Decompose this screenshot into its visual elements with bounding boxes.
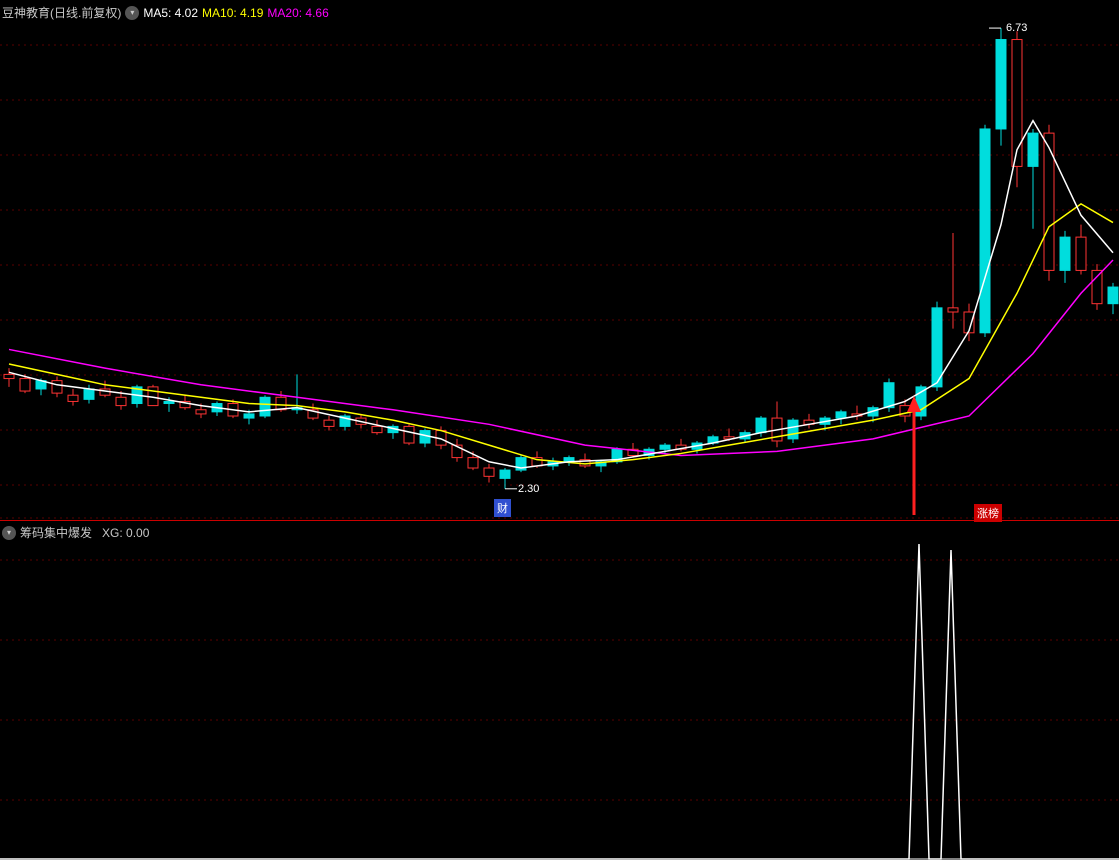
zhangbang-tag[interactable]: 涨榜 xyxy=(974,504,1002,522)
stock-name-label: 豆神教育(日线.前复权) xyxy=(2,4,121,21)
sub-indicator-name: 筹码集中爆发 xyxy=(20,524,92,541)
ma5-label: MA5: 4.02 xyxy=(143,6,198,20)
main-candlestick-chart[interactable] xyxy=(0,0,1119,520)
chevron-down-icon[interactable]: ▾ xyxy=(125,6,139,20)
sub-indicator-header: ▾ 筹码集中爆发 XG: 0.00 xyxy=(2,524,149,541)
ma10-label: MA10: 4.19 xyxy=(202,6,263,20)
chevron-down-icon[interactable]: ▾ xyxy=(2,526,16,540)
stock-chart-container: 豆神教育(日线.前复权) ▾ MA5: 4.02 MA10: 4.19 MA20… xyxy=(0,0,1119,860)
sub-indicator-value: XG: 0.00 xyxy=(102,526,149,540)
low-price-label: 2.30 xyxy=(518,483,539,495)
high-price-label: 6.73 xyxy=(1006,22,1027,34)
sub-indicator-chart[interactable] xyxy=(0,520,1119,860)
ma20-label: MA20: 4.66 xyxy=(267,6,328,20)
cai-tag[interactable]: 财 xyxy=(494,499,511,517)
chart-header: 豆神教育(日线.前复权) ▾ MA5: 4.02 MA10: 4.19 MA20… xyxy=(2,4,329,21)
